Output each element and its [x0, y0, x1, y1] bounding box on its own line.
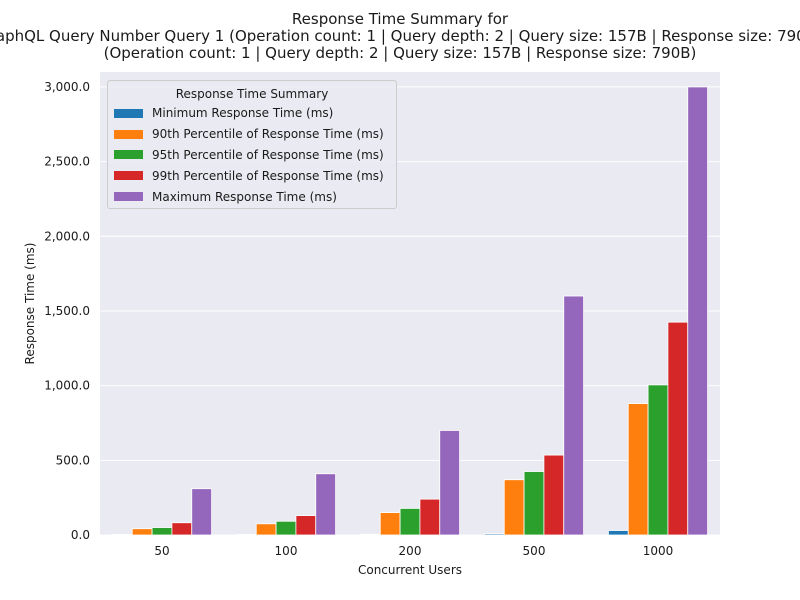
- bar: [171, 522, 193, 536]
- bar: [627, 403, 649, 536]
- bar: [295, 515, 317, 536]
- chart-title-line-2: GraphQL Query Number Query 1 (Operation …: [0, 27, 800, 45]
- legend-swatch: [114, 150, 143, 160]
- legend-label: Minimum Response Time (ms): [152, 106, 334, 121]
- bar: [255, 523, 277, 536]
- chart-title-line-1: Response Time Summary for: [291, 10, 509, 28]
- legend: Response Time Summary Minimum Response T…: [107, 80, 397, 209]
- legend-title: Response Time Summary: [175, 87, 329, 101]
- bar: [419, 498, 441, 536]
- y-tick-label: 2,000.0: [44, 229, 90, 243]
- bars: [112, 86, 709, 536]
- legend-label: 99th Percentile of Response Time (ms): [152, 168, 384, 183]
- bar: [191, 488, 212, 536]
- bar: [131, 528, 153, 536]
- legend-swatch: [114, 108, 143, 118]
- y-tick-label: 0.0: [71, 528, 90, 542]
- x-tick-label: 500: [523, 544, 546, 558]
- bar: [543, 454, 565, 536]
- y-tick-label: 3,000.0: [44, 80, 90, 94]
- legend-entry: Minimum Response Time (ms): [108, 103, 396, 124]
- legend-entry: Maximum Response Time (ms): [108, 186, 396, 207]
- legend-entry: 95th Percentile of Response Time (ms): [108, 145, 396, 166]
- legend-swatch: [114, 129, 143, 139]
- bar: [503, 479, 525, 536]
- bar: [379, 512, 401, 536]
- legend-entry: 90th Percentile of Response Time (ms): [108, 124, 396, 145]
- bar: [439, 430, 461, 536]
- bar: [647, 384, 669, 536]
- legend-items: Minimum Response Time (ms) 90th Percentil…: [108, 103, 396, 207]
- chart-title-line-3: (Operation count: 1 | Query depth: 2 | Q…: [103, 44, 697, 62]
- legend-entry: 99th Percentile of Response Time (ms): [108, 165, 396, 186]
- bar: [523, 471, 545, 536]
- y-axis-label: Response Time (ms): [23, 243, 37, 365]
- x-tick-label: 200: [399, 544, 422, 558]
- legend-swatch: [114, 171, 143, 181]
- legend-label: 95th Percentile of Response Time (ms): [152, 147, 384, 162]
- x-tick-label: 100: [275, 544, 298, 558]
- x-axis-label: Concurrent Users: [358, 563, 462, 577]
- bar: [235, 534, 257, 536]
- bar: [608, 530, 629, 536]
- bar: [687, 86, 709, 536]
- bar: [315, 473, 337, 536]
- y-tick-label: 1,000.0: [44, 379, 90, 393]
- x-tick-label: 1000: [643, 544, 674, 558]
- bar: [151, 527, 173, 536]
- y-tick-label: 1,500.0: [44, 304, 90, 318]
- bar: [667, 321, 689, 536]
- legend-swatch: [114, 192, 143, 202]
- legend-label: 90th Percentile of Response Time (ms): [152, 127, 384, 142]
- y-tick-label: 2,500.0: [44, 155, 90, 169]
- bar: [275, 520, 297, 536]
- legend-label: Maximum Response Time (ms): [152, 189, 337, 204]
- x-tick-labels: 50 100 200 500 1000: [154, 544, 673, 558]
- bar: [359, 533, 381, 536]
- y-tick-labels: 0.0 500.0 1,000.0 1,500.0 2,000.0 2,500.0 3,00…: [44, 80, 90, 542]
- bar: [483, 533, 505, 536]
- bar: [399, 508, 421, 536]
- y-tick-label: 500.0: [56, 453, 90, 467]
- bar: [563, 295, 585, 536]
- x-tick-label: 50: [154, 544, 169, 558]
